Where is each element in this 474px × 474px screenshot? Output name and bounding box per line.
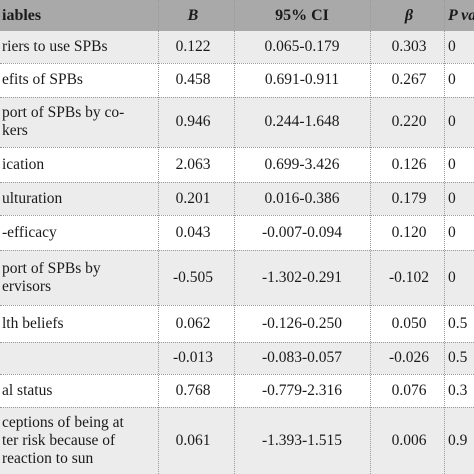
row-divider (0, 374, 474, 375)
row-divider (0, 147, 474, 148)
cell-p: 0 (448, 38, 456, 55)
cell-b: 0.122 (175, 38, 211, 55)
cell-ci: -0.126-0.250 (261, 314, 343, 332)
table-header: iables B 95% CI β P va (0, 0, 474, 31)
cell-variable: port of SPBs by ervisors (2, 259, 101, 295)
cell-variable: ication (2, 155, 45, 173)
cell-b: 0.043 (175, 223, 211, 241)
cell-beta: 0.126 (391, 155, 427, 173)
cell-variable: -efficacy (2, 223, 57, 241)
cell-ci: 0.016-0.386 (264, 189, 340, 207)
cell-b: 0.946 (175, 113, 211, 130)
cell-variable: ceptions of being at ter risk because of… (2, 413, 124, 467)
table-row: ication 2.063 0.699-3.426 0.126 0 (0, 147, 474, 182)
cell-ci: -1.393-1.515 (261, 431, 343, 449)
cell-beta: -0.026 (388, 349, 430, 366)
cell-p: 0 (448, 223, 456, 241)
cell-p: 0 (448, 71, 456, 88)
cell-ci: -0.007-0.094 (261, 223, 343, 241)
table-row: ceptions of being at ter risk because of… (0, 407, 474, 474)
row-divider (0, 342, 474, 343)
cell-b: 0.201 (175, 189, 211, 207)
cell-b: 0.458 (175, 71, 211, 88)
cell-b: 0.768 (175, 381, 211, 399)
header-ci: 95% CI (275, 7, 329, 24)
row-divider (0, 215, 474, 216)
cell-p: 0 (448, 268, 456, 286)
cell-ci: -1.302-0.291 (261, 268, 343, 286)
cell-b: 2.063 (175, 155, 211, 173)
cell-beta: 0.050 (391, 314, 427, 332)
cell-b: 0.061 (175, 431, 211, 449)
table-row: -0.013 -0.083-0.057 -0.026 0.5 (0, 342, 474, 374)
cell-ci: -0.083-0.057 (261, 349, 343, 366)
cell-p: 0.3 (448, 381, 468, 399)
cell-variable: riers to use SPBs (2, 38, 108, 55)
cell-ci: -0.779-2.316 (261, 381, 343, 399)
table-row: efits of SPBs 0.458 0.691-0.911 0.267 0 (0, 63, 474, 97)
cell-variable: port of SPBs by co- kers (2, 104, 125, 139)
cell-b: -0.013 (172, 349, 214, 366)
cell-p: 0 (448, 155, 456, 173)
cell-p: 0.9 (448, 431, 468, 449)
cell-beta: -0.102 (388, 268, 430, 286)
cell-beta: 0.006 (391, 431, 427, 449)
cell-variable: ulturation (2, 189, 63, 207)
column-divider (158, 0, 160, 474)
header-variables: iables (2, 7, 42, 24)
cell-variable (2, 342, 156, 374)
cell-b: -0.505 (172, 268, 214, 286)
cell-beta: 0.220 (391, 113, 427, 130)
row-divider (0, 182, 474, 183)
cell-variable: al status (2, 381, 53, 399)
cell-variable: efits of SPBs (2, 71, 83, 88)
cell-ci: 0.065-0.179 (264, 38, 340, 55)
table-row: al status 0.768 -0.779-2.316 0.076 0.3 (0, 374, 474, 407)
cell-p: 0.5 (448, 349, 468, 366)
header-b: B (187, 7, 199, 24)
row-divider (0, 97, 474, 98)
row-divider (0, 407, 474, 408)
column-divider (234, 0, 236, 474)
table-row: riers to use SPBs 0.122 0.065-0.179 0.303 0 (0, 31, 474, 63)
table-row: ulturation 0.201 0.016-0.386 0.179 0 (0, 182, 474, 215)
cell-ci: 0.699-3.426 (264, 155, 340, 173)
row-divider (0, 250, 474, 251)
cell-ci: 0.244-1.648 (264, 113, 340, 130)
cell-beta: 0.120 (391, 223, 427, 241)
table-row: port of SPBs by co- kers 0.946 0.244-1.648… (0, 97, 474, 147)
cell-ci: 0.691-0.911 (264, 71, 340, 88)
cell-p: 0 (448, 189, 456, 207)
table-row: lth beliefs 0.062 -0.126-0.250 0.050 0.5 (0, 305, 474, 342)
header-p: P va (448, 7, 474, 24)
cell-beta: 0.076 (391, 381, 427, 399)
header-beta: β (404, 7, 414, 24)
column-divider (444, 0, 446, 474)
cell-beta: 0.179 (391, 189, 427, 207)
table-row: port of SPBs by ervisors -0.505 -1.302-0.2… (0, 250, 474, 305)
cell-variable: lth beliefs (2, 314, 64, 332)
cell-b: 0.062 (175, 314, 211, 332)
cell-p: 0.5 (448, 314, 468, 332)
row-divider (0, 63, 474, 64)
table-row: -efficacy 0.043 -0.007-0.094 0.120 0 (0, 215, 474, 250)
cell-p: 0 (448, 113, 456, 130)
column-divider (370, 0, 372, 474)
cell-beta: 0.303 (391, 38, 427, 55)
cell-beta: 0.267 (391, 71, 427, 88)
row-divider (0, 305, 474, 306)
